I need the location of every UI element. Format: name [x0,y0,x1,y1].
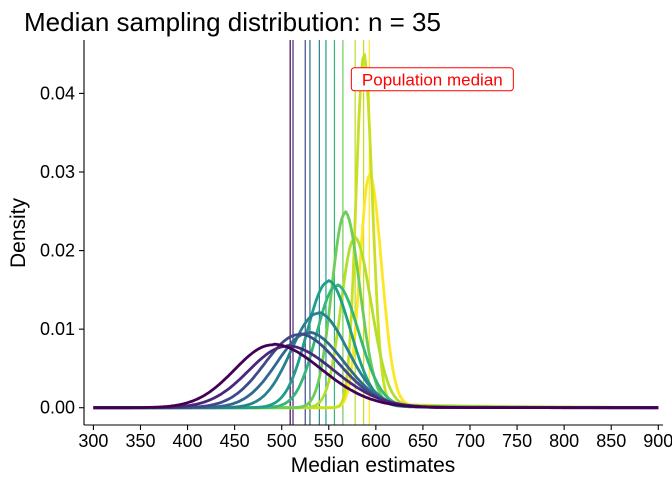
x-tick-label: 350 [125,431,155,451]
x-tick-label: 650 [408,431,438,451]
x-tick-label: 600 [361,431,391,451]
y-tick-label: 0.04 [40,83,75,103]
density-curve [93,342,659,410]
population-median-annotation: Population median [350,67,514,92]
x-tick-label: 450 [220,431,250,451]
y-axis-title: Density [7,197,30,268]
x-tick-label: 850 [596,431,626,451]
x-tick-label: 900 [643,431,672,451]
x-tick-label: 750 [502,431,532,451]
x-tick-label: 300 [78,431,108,451]
chart-title: Median sampling distribution: n = 35 [24,7,441,37]
x-tick-label: 800 [549,431,579,451]
y-tick-label: 0.01 [40,319,75,339]
y-tick-label: 0.00 [40,398,75,418]
x-axis-ticks: 300 350 400 450 500 550 600 650 700 750 800 850 900 [78,425,672,451]
annotation-label: Population median [362,70,503,89]
density-curve [93,344,659,410]
x-tick-label: 700 [455,431,485,451]
x-axis-title: Median estimates [291,454,456,477]
density-curves [93,53,659,410]
y-tick-label: 0.03 [40,162,75,182]
y-tick-label: 0.02 [40,241,75,261]
plot-area [93,40,659,425]
x-tick-label: 550 [314,431,344,451]
density-curve [93,53,659,410]
y-axis-ticks: 0.00 0.01 0.02 0.03 0.04 [40,83,84,418]
x-tick-label: 500 [267,431,297,451]
x-tick-label: 400 [173,431,203,451]
annotation-box [350,67,514,92]
